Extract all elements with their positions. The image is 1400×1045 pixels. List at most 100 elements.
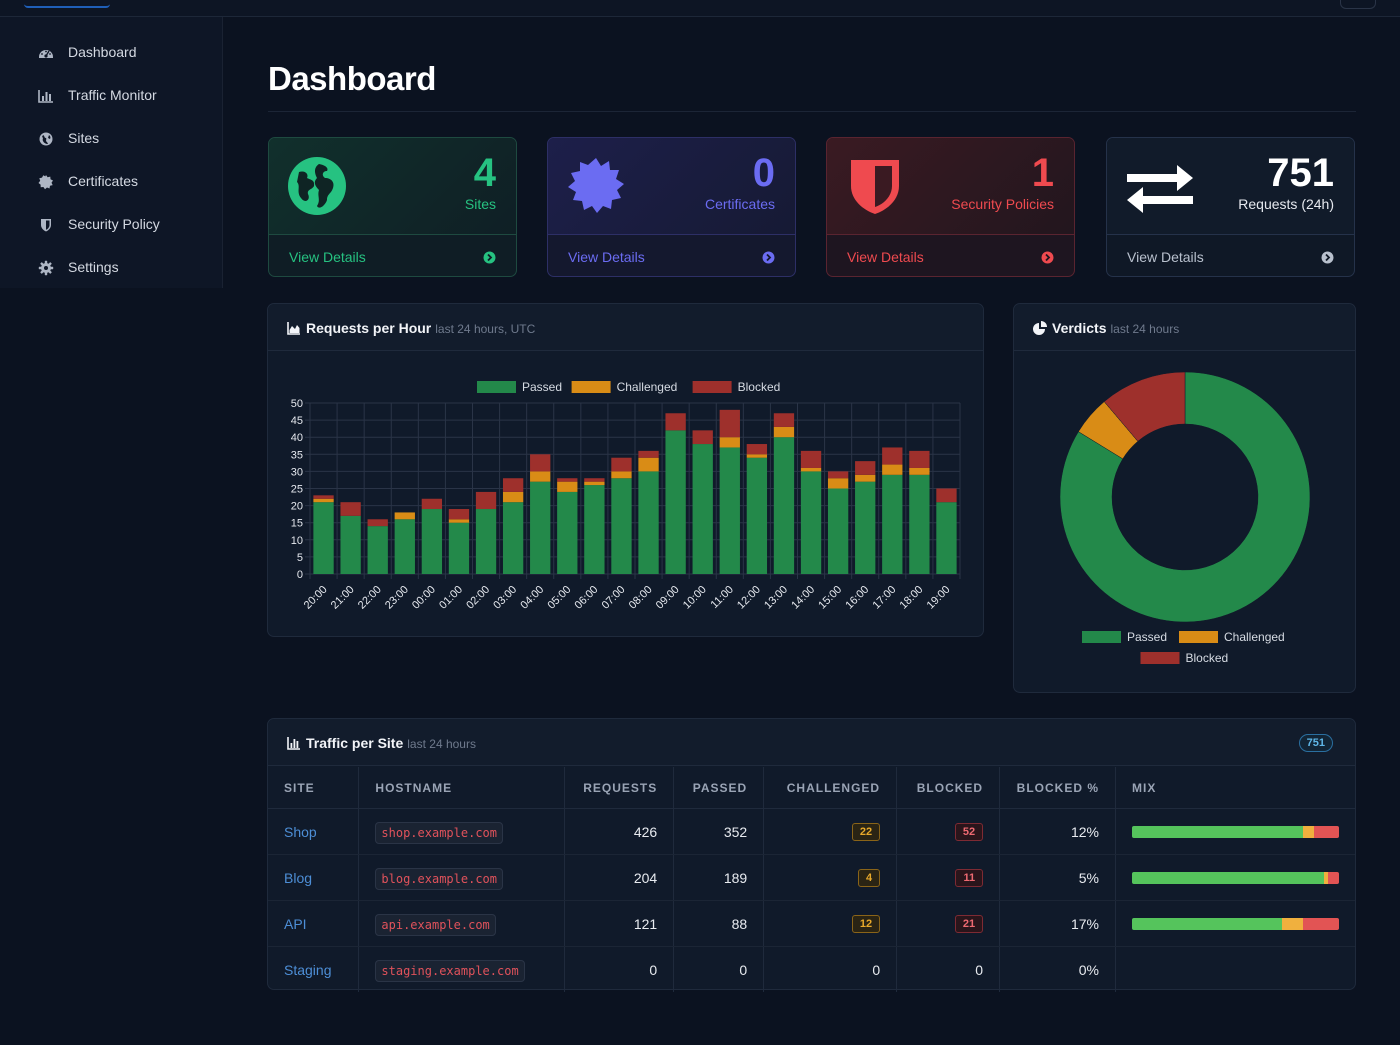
legend-swatch: [1140, 652, 1180, 664]
table-row: Staging staging.example.com 0 0 0 0 0%: [268, 946, 1355, 992]
site-link[interactable]: Shop: [284, 823, 317, 840]
sites-view-details-link[interactable]: View Details: [289, 249, 366, 265]
traffic-per-site-panel: Traffic per Site last 24 hours 751 SITE H…: [267, 718, 1356, 992]
y-tick-label: 15: [291, 518, 303, 530]
panel-header: Verdicts last 24 hours: [1014, 304, 1355, 351]
bar-segment: [827, 478, 849, 489]
col-header-hostname[interactable]: HOSTNAME: [358, 767, 566, 809]
page-title: Dashboard: [268, 60, 436, 97]
y-tick-label: 35: [291, 449, 303, 461]
brand-logo[interactable]: [24, 0, 110, 8]
certificates-stat-card: 0 Certificates View Details: [547, 137, 796, 277]
col-header-blocked[interactable]: BLOCKED: [896, 767, 1001, 809]
arrow-circle-right-icon[interactable]: [762, 251, 775, 264]
bar-segment: [909, 474, 930, 574]
bar-segment: [746, 444, 768, 455]
y-tick-label: 30: [291, 466, 303, 478]
site-link[interactable]: Staging: [284, 961, 332, 978]
bar-segment: [557, 478, 578, 482]
mix-challenged-segment: [1302, 825, 1314, 838]
blocked-pct-cell: 17%: [999, 900, 1116, 947]
x-tick-label: 17:00: [870, 584, 898, 612]
col-header-challenged[interactable]: CHALLENGED: [763, 767, 898, 809]
bar-segment: [584, 478, 605, 482]
bar-segment: [909, 467, 930, 475]
legend-label: Blocked: [738, 380, 781, 394]
bar-segment: [502, 491, 524, 503]
sidebar-item-security-policy[interactable]: Security Policy: [0, 207, 222, 241]
sidebar-item-dashboard[interactable]: Dashboard: [0, 35, 222, 69]
blocked-pct-cell: 0%: [999, 946, 1116, 992]
dashboard-icon: [38, 45, 54, 61]
bar-segment: [584, 481, 605, 486]
requests-cell: 426: [564, 808, 675, 855]
legend-label: Blocked: [1186, 651, 1229, 665]
donut-slice: [1059, 371, 1311, 623]
sidebar-item-certificates[interactable]: Certificates: [0, 164, 222, 198]
security-policies-caption: Security Policies: [951, 196, 1054, 212]
y-tick-label: 5: [297, 552, 303, 564]
mix-passed-segment: [1132, 917, 1283, 930]
chart-bar-icon: [38, 88, 54, 104]
y-tick-label: 0: [297, 569, 303, 581]
table-header-row: SITE HOSTNAME REQUESTS PASSED CHALLENGED…: [268, 767, 1355, 809]
passed-cell: 352: [673, 808, 765, 855]
bar-segment: [692, 430, 713, 445]
certificates-count: 0: [752, 151, 775, 195]
certificate-icon: [38, 174, 54, 190]
bar-segment: [827, 471, 849, 479]
site-link[interactable]: API: [284, 915, 307, 932]
x-tick-label: 04:00: [518, 584, 546, 612]
arrow-circle-right-icon[interactable]: [483, 251, 496, 264]
sites-stat-card: 4 Sites View Details: [268, 137, 517, 277]
bar-segment: [800, 471, 822, 574]
x-tick-label: 19:00: [925, 584, 953, 612]
sidebar-item-label: Traffic Monitor: [68, 87, 157, 103]
sites-caption: Sites: [464, 196, 496, 212]
bar-segment: [773, 426, 795, 438]
bar-segment: [800, 450, 822, 468]
site-link[interactable]: Blog: [284, 869, 313, 886]
security-policies-view-details-link[interactable]: View Details: [847, 249, 924, 265]
col-header-blocked-pct[interactable]: BLOCKED %: [999, 767, 1116, 809]
x-tick-label: 13:00: [762, 584, 790, 612]
x-tick-label: 07:00: [600, 584, 628, 612]
sidebar-item-traffic-monitor[interactable]: Traffic Monitor: [0, 78, 222, 112]
legend-label: Challenged: [617, 380, 678, 394]
panel-header: Requests per Hour last 24 hours, UTC: [268, 304, 983, 351]
navbar-toggle-button[interactable]: [1340, 0, 1376, 9]
sidebar-item-settings[interactable]: Settings: [0, 250, 222, 284]
sidebar-item-sites[interactable]: Sites: [0, 121, 222, 155]
panel-title: Verdicts: [1052, 320, 1107, 336]
requests-bar-chart: Passed Challenged Blocked 0 5 10 15 20 25 30 35 40 4…: [291, 380, 961, 612]
bar-segment: [638, 471, 659, 574]
bar-segment: [692, 444, 713, 574]
requests-view-details-link[interactable]: View Details: [1127, 249, 1204, 265]
x-tick-label: 06:00: [573, 584, 601, 612]
arrow-circle-right-icon[interactable]: [1321, 251, 1334, 264]
certificates-view-details-link[interactable]: View Details: [568, 249, 645, 265]
challenged-badge: 12: [851, 915, 881, 933]
bar-segment: [530, 471, 551, 482]
bar-segment: [882, 474, 903, 574]
security-policies-stat-card: 1 Security Policies View Details: [826, 137, 1075, 277]
certificate-icon: [566, 156, 628, 218]
bar-segment: [719, 447, 740, 574]
challenged-badge: 4: [857, 869, 881, 887]
x-tick-label: 20:00: [302, 584, 330, 612]
blocked-badge: 52: [954, 823, 984, 841]
bar-segment: [746, 457, 768, 574]
col-header-passed[interactable]: PASSED: [673, 767, 765, 809]
globe-icon: [38, 131, 54, 147]
arrow-circle-right-icon[interactable]: [1041, 251, 1054, 264]
sidebar-item-label: Sites: [68, 130, 100, 146]
col-header-site[interactable]: SITE: [268, 767, 360, 809]
legend-label: Challenged: [1224, 630, 1285, 644]
y-tick-label: 10: [291, 535, 303, 547]
col-header-requests[interactable]: REQUESTS: [564, 767, 675, 809]
hostname-code: blog.example.com: [375, 867, 503, 890]
col-header-mix[interactable]: MIX: [1115, 767, 1355, 809]
requests-stat-card: 751 Requests (24h) View Details: [1106, 137, 1355, 277]
panel-subtitle: last 24 hours: [407, 737, 476, 751]
blocked-badge: 21: [954, 915, 984, 933]
